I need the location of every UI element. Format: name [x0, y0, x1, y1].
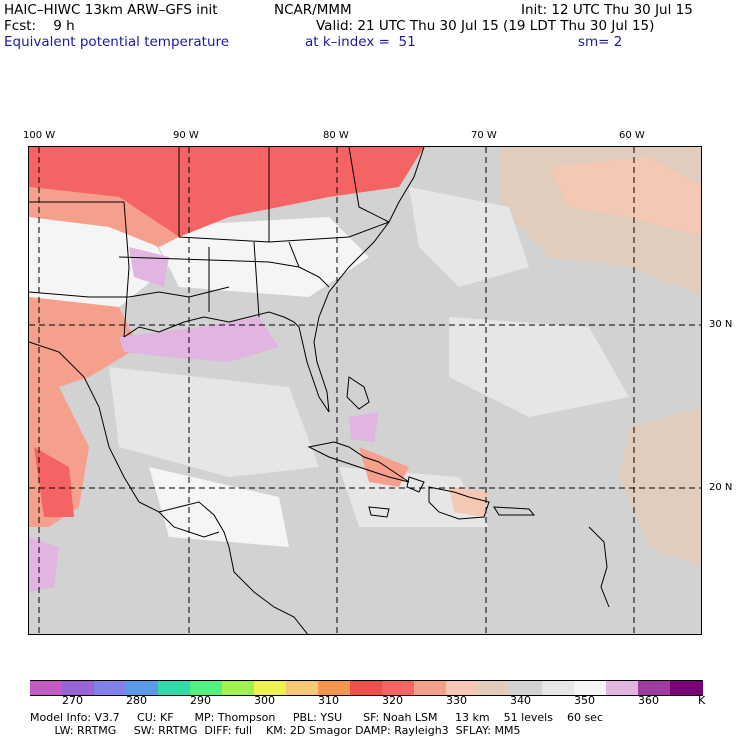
lon-label: 90 W — [173, 130, 199, 141]
colorbar-tick-label: 330 — [446, 694, 467, 707]
smoothing-info: sm= 2 — [578, 34, 623, 50]
colorbar-tick-label: 310 — [318, 694, 339, 707]
colorbar-swatch — [638, 680, 671, 696]
colorbar-unit: K — [698, 694, 706, 707]
lat-label: 20 N — [709, 482, 733, 493]
colorbar-tick-label: 280 — [126, 694, 147, 707]
colorbar-swatch — [542, 680, 575, 696]
lon-label: 70 W — [471, 130, 497, 141]
colorbar-swatch — [158, 680, 191, 696]
org-label: NCAR/MMM — [274, 2, 352, 18]
colorbar-swatch — [478, 680, 511, 696]
colorbar-swatch — [30, 680, 63, 696]
level-info: at k–index = 51 — [305, 34, 416, 50]
colorbar-tick-label: 270 — [62, 694, 83, 707]
colorbar-swatch — [670, 680, 703, 696]
colorbar-swatch — [446, 680, 479, 696]
model-info-line1: Model Info: V3.7 CU: KF MP: Thompson PBL… — [30, 711, 603, 724]
valid-time: Valid: 21 UTC Thu 30 Jul 15 (19 LDT Thu … — [316, 18, 655, 34]
colorbar-swatch — [318, 680, 351, 696]
field-name: Equivalent potential temperature — [4, 34, 230, 50]
colorbar-swatch — [286, 680, 319, 696]
colorbar-tick-label: 360 — [638, 694, 659, 707]
colorbar-swatch — [510, 680, 543, 696]
colorbar-tick-label: 300 — [254, 694, 275, 707]
colorbar-tick-label: 320 — [382, 694, 403, 707]
lon-label: 60 W — [619, 130, 645, 141]
colorbar-swatch — [62, 680, 95, 696]
colorbar-tick-label: 350 — [574, 694, 595, 707]
colorbar-tick-label: 340 — [510, 694, 531, 707]
colorbar-swatch — [94, 680, 127, 696]
lon-label: 80 W — [323, 130, 349, 141]
lon-label: 100 W — [23, 130, 56, 141]
colorbar-swatch — [606, 680, 639, 696]
colorbar-swatch — [222, 680, 255, 696]
colorbar-swatch — [190, 680, 223, 696]
model-title: HAIC–HIWC 13km ARW–GFS init — [4, 2, 218, 18]
colorbar-swatch — [350, 680, 383, 696]
map-plot — [28, 146, 702, 635]
forecast-hour: Fcst: 9 h — [4, 18, 75, 34]
init-time: Init: 12 UTC Thu 30 Jul 15 — [521, 2, 693, 18]
colorbar-swatch — [254, 680, 287, 696]
colorbar-swatch — [414, 680, 447, 696]
colorbar-swatch — [574, 680, 607, 696]
lat-label: 30 N — [709, 319, 733, 330]
model-info-line2: LW: RRTMG SW: RRTMG DIFF: full KM: 2D Sm… — [30, 724, 521, 737]
colorbar-swatch — [382, 680, 415, 696]
colorbar-swatch — [126, 680, 159, 696]
theta-e-field — [29, 147, 701, 634]
colorbar-tick-label: 290 — [190, 694, 211, 707]
